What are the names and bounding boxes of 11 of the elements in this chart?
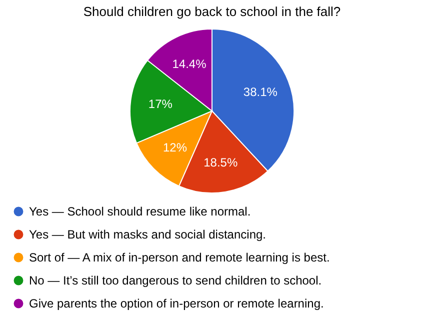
data-label: 12% — [162, 140, 188, 155]
data-label: 18.5% — [204, 155, 238, 170]
legend-label: Give parents the option of in-person or remote learning. — [29, 296, 324, 310]
data-label: 38.1% — [243, 85, 278, 100]
legend-label: Sort of — A mix of in-person and remote learning is best. — [29, 250, 330, 264]
data-label: 17% — [148, 97, 173, 112]
legend-label: No — It’s still too dangerous to send children to school. — [29, 274, 322, 288]
legend-label: Yes — But with masks and social distancing. — [29, 228, 266, 242]
legend-label: Yes — School should resume like normal. — [29, 204, 251, 218]
data-label: 14.4% — [172, 57, 207, 72]
chart-title: Should children go back to school in the fall? — [83, 4, 341, 19]
